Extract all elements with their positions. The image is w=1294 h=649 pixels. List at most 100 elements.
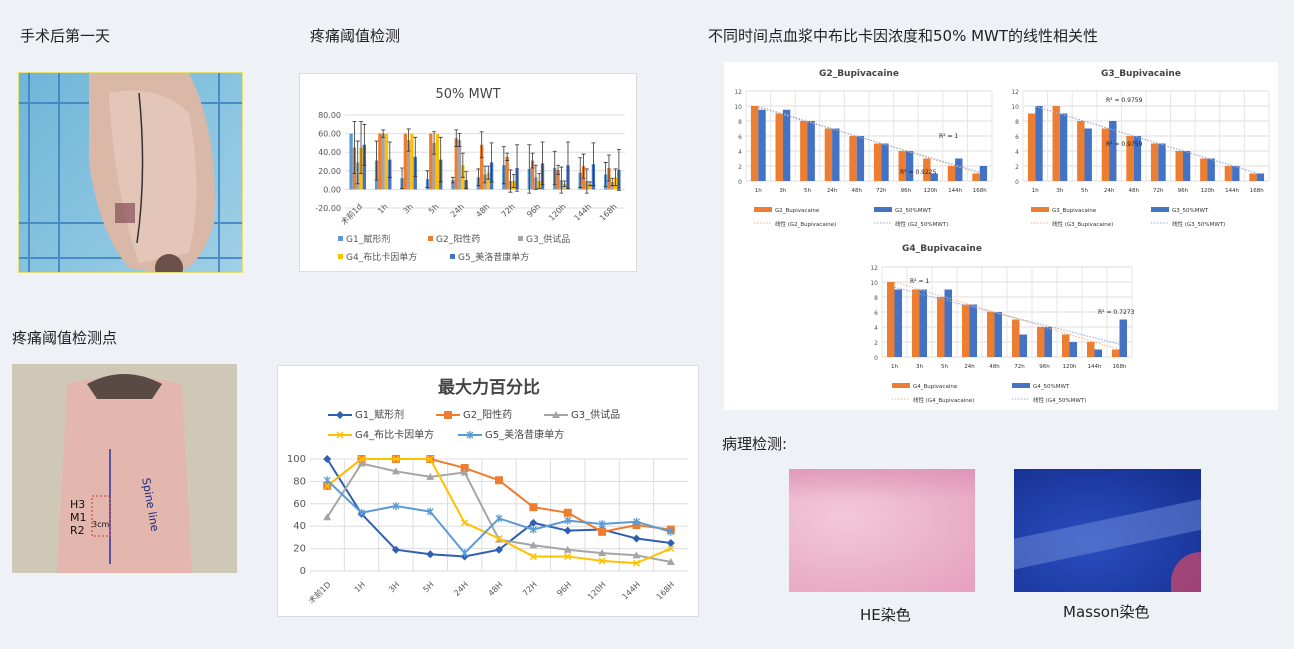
marker-triangle [323, 513, 332, 521]
error-bar [540, 141, 545, 186]
bar [435, 133, 440, 190]
marker-diamond [632, 534, 641, 543]
bar [1119, 319, 1127, 357]
x-tick-label: 144h [1225, 188, 1239, 194]
error-bar [505, 152, 510, 161]
y-tick-label: 60.00 [318, 130, 341, 139]
r-squared-label: R² = 1 [910, 278, 929, 285]
pain-points-photo: H3 M1 R2 3cm Spine line [12, 364, 237, 573]
legend-label: G1_赋形剂 [346, 233, 390, 245]
he-stain-image [789, 469, 975, 592]
y-tick-label: 80 [293, 476, 306, 487]
bar [969, 304, 977, 357]
bar [556, 169, 560, 190]
x-tick-label: 24h [827, 188, 838, 194]
marker-star [426, 507, 434, 516]
bar [947, 166, 956, 181]
bar [930, 173, 938, 181]
legend-label: 线性 (G2_Bupivacaine) [775, 220, 836, 228]
error-bar [537, 173, 542, 189]
bar [403, 133, 407, 190]
error-bar [613, 168, 618, 187]
marker-triangle [666, 558, 675, 566]
bar [1200, 158, 1208, 181]
bar [1035, 106, 1043, 181]
y-tick-label: 12 [1011, 89, 1019, 96]
point-label-m1: M1 [70, 511, 87, 524]
bar [1084, 128, 1092, 181]
legend-label: G4_50%MWT [1033, 384, 1070, 390]
bar [775, 113, 783, 181]
marker-diamond [426, 550, 435, 559]
x-tick-label: 120h [1201, 188, 1215, 194]
bar [451, 180, 455, 190]
error-bar [381, 129, 386, 138]
x-tick-label: 5H [421, 580, 435, 594]
bar [1012, 319, 1020, 357]
marker-square [563, 508, 572, 517]
distance-label: 3cm [92, 520, 110, 529]
bar [1077, 121, 1085, 181]
marker-x [598, 557, 606, 565]
error-bar [511, 174, 516, 188]
bar [881, 143, 889, 181]
x-tick-label: 3H [387, 580, 401, 594]
bar [381, 133, 385, 190]
legend-label: G5_美洛昔康单方 [485, 428, 564, 441]
chart-title: G3_Bupivacaine [1101, 69, 1181, 79]
y-tick-label: 8 [1015, 119, 1019, 126]
marker-square [460, 463, 469, 472]
bar [1101, 128, 1110, 181]
legend-label: G3_供试品 [526, 233, 570, 245]
y-tick-label: 2 [1015, 164, 1019, 171]
marker-triangle [563, 545, 572, 553]
marker-square [529, 503, 538, 512]
bar [894, 289, 902, 357]
y-tick-label: 0 [300, 566, 306, 577]
marker-diamond [391, 545, 400, 554]
y-tick-label: 8 [738, 119, 742, 126]
marker-diamond [666, 539, 675, 547]
bar [457, 140, 462, 190]
error-bar [352, 121, 357, 174]
y-tick-label: 40.00 [318, 148, 341, 157]
bar [1182, 151, 1191, 181]
marker-triangle [357, 459, 366, 467]
error-bar [489, 142, 494, 183]
y-tick-label: 20.00 [318, 167, 341, 176]
x-tick-label: 1h [376, 202, 390, 216]
error-bar [486, 165, 491, 180]
legend-label: G2_阳性药 [463, 408, 512, 421]
bar [1232, 166, 1240, 181]
bar [505, 156, 509, 190]
bar [1044, 327, 1052, 357]
x-tick-label: 1h [755, 188, 762, 194]
chart-title: G4_Bupivacaine [902, 244, 982, 254]
x-tick-label: 术前1D [306, 579, 332, 605]
x-tick-label: 96H [555, 580, 573, 598]
bar [807, 121, 815, 181]
bar [987, 312, 995, 357]
x-tick-label: 72h [1153, 188, 1164, 194]
marker-star [495, 514, 503, 523]
error-bar [438, 136, 443, 183]
error-bar [464, 171, 469, 189]
trend-line [894, 281, 1120, 350]
bar [1256, 173, 1265, 181]
x-tick-label: 144h [572, 202, 593, 223]
bar [979, 166, 988, 181]
legend-label: G3_供试品 [571, 408, 620, 421]
error-bar [400, 167, 405, 189]
y-tick-label: 6 [874, 310, 878, 317]
legend-label: 线性 (G4_Bupivacaine) [913, 396, 974, 404]
marker-x [564, 552, 572, 560]
bar [1069, 342, 1077, 357]
bar [898, 151, 906, 181]
bar [1207, 158, 1215, 181]
marker-triangle [598, 549, 607, 557]
marker-triangle [426, 472, 435, 480]
x-tick-label: 120H [586, 580, 607, 601]
marker-x [461, 519, 469, 527]
chart-title: G2_Bupivacaine [819, 69, 899, 79]
trend-line [1035, 105, 1257, 174]
